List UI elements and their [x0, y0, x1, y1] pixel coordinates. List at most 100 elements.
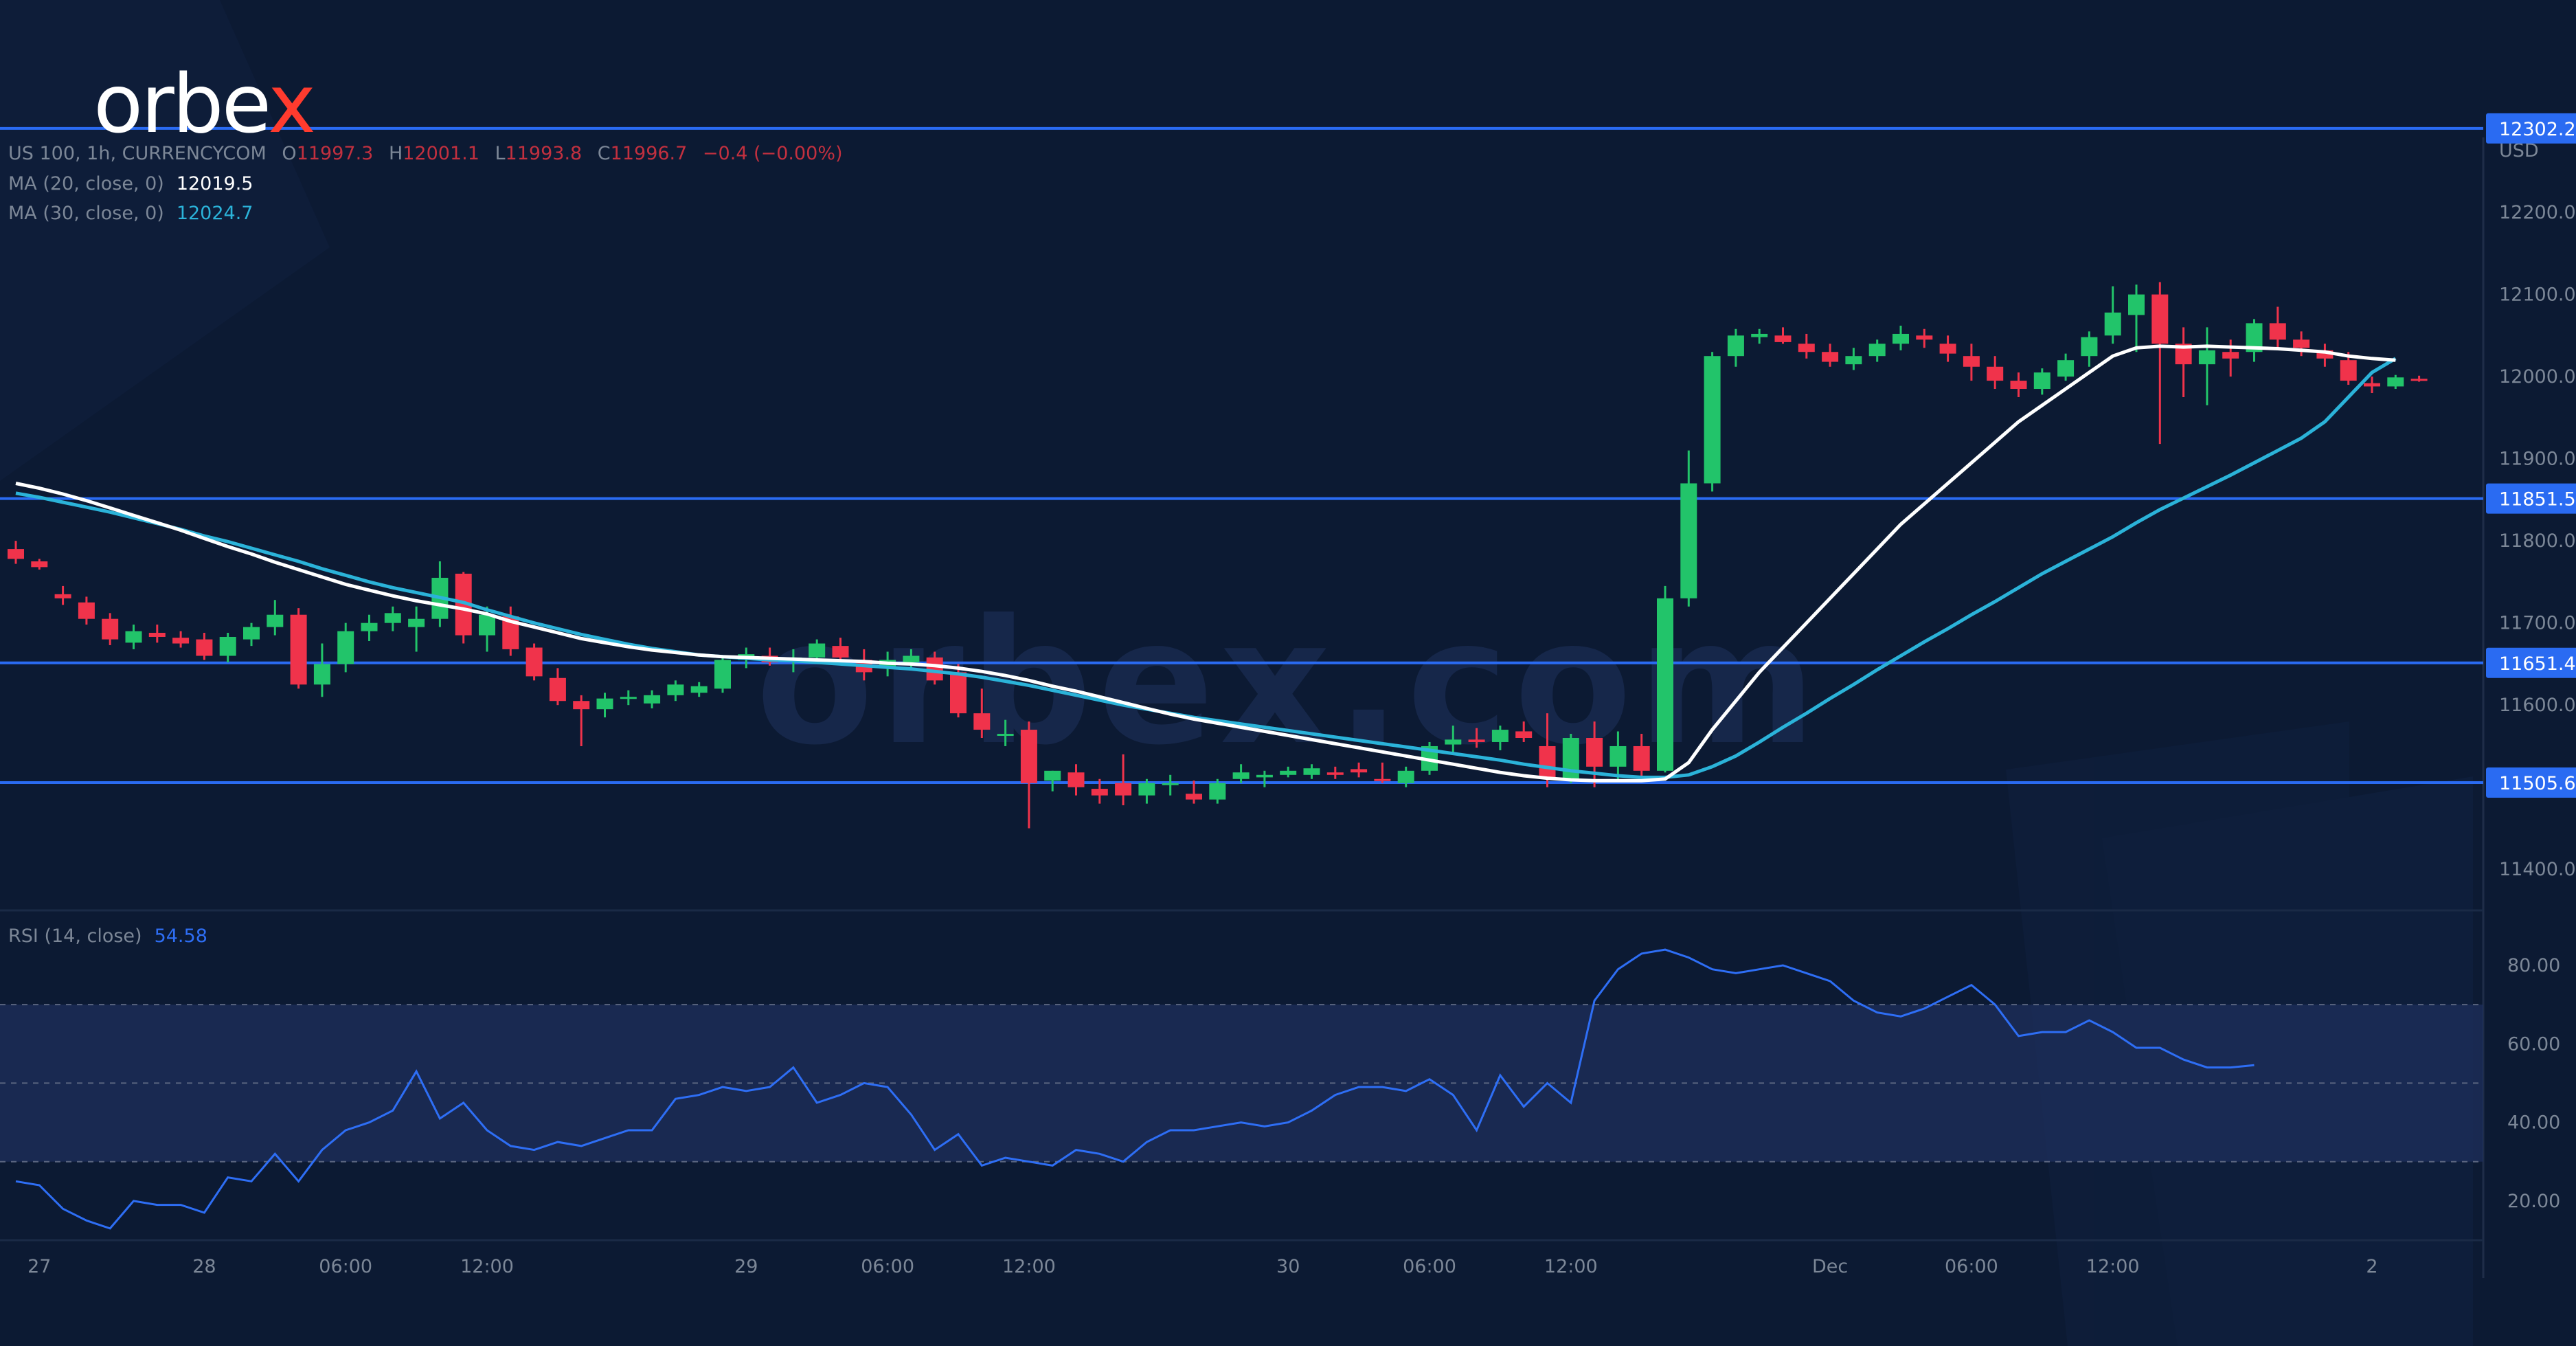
- candle-body: [361, 622, 378, 631]
- candle-body: [573, 701, 590, 710]
- candle-body: [1209, 783, 1226, 800]
- rsi-label: RSI (14, close): [8, 926, 142, 947]
- candle-body: [384, 613, 401, 623]
- candle-body: [1326, 772, 1344, 775]
- candle-body: [1256, 774, 1273, 778]
- candle-body: [1186, 794, 1202, 800]
- candle-body: [196, 639, 213, 656]
- time-tick-label: Dec: [1812, 1256, 1848, 1277]
- candle-body: [1303, 768, 1320, 775]
- level-badge: [2486, 113, 2576, 144]
- candle-body: [1162, 783, 1179, 785]
- candle-body: [290, 614, 307, 685]
- candle-body: [997, 734, 1014, 737]
- candle-body: [2293, 339, 2310, 348]
- candle-body: [479, 614, 495, 636]
- candle-body: [1633, 745, 1650, 771]
- candle-body: [2010, 381, 2027, 390]
- time-tick-label: 28: [192, 1256, 216, 1277]
- time-tick-label: 12:00: [460, 1256, 514, 1277]
- candle-body: [973, 713, 991, 730]
- price-tick-label: 11700.0: [2499, 613, 2576, 634]
- change-value: −0.4 (−0.00%): [702, 143, 843, 164]
- candle-body: [1868, 344, 1886, 357]
- candle-body: [2410, 379, 2428, 381]
- open-value: 11997.3: [296, 143, 374, 164]
- orbex-logo: orbex: [93, 63, 316, 144]
- candle-body: [1351, 769, 1368, 773]
- candle-body: [1020, 730, 1037, 783]
- candle-body: [1115, 783, 1132, 796]
- candle-body: [1397, 770, 1414, 783]
- candle-body: [1044, 770, 1061, 781]
- candlestick-series: [8, 282, 2428, 829]
- candle-body: [54, 594, 71, 598]
- time-tick-label: 12:00: [2086, 1256, 2140, 1277]
- level-label: 12302.2: [2499, 119, 2576, 140]
- candle-body: [78, 602, 95, 619]
- time-tick-label: 06:00: [319, 1256, 372, 1277]
- time-tick-label: 12:00: [1002, 1256, 1056, 1277]
- candle-body: [8, 549, 24, 559]
- candle-body: [2222, 352, 2239, 359]
- price-tick-label: 11400.0: [2499, 859, 2576, 880]
- candle-body: [148, 633, 166, 637]
- ma30-value: 12024.7: [176, 203, 253, 224]
- candle-body: [1680, 483, 1697, 598]
- level-label: 11505.6: [2499, 773, 2576, 794]
- level-badge: [2486, 647, 2576, 678]
- candle-body: [2057, 360, 2075, 377]
- candle-body: [2151, 294, 2169, 344]
- candle-body: [267, 614, 284, 627]
- rsi-tick-label: 40.00: [2507, 1112, 2560, 1134]
- candle-body: [2033, 372, 2050, 390]
- candle-body: [1822, 352, 1839, 362]
- ma30-label: MA (30, close, 0): [8, 203, 164, 224]
- time-axis: 27 28 06:00 12:00 29 06:00 12:00 30 06:00 12:00 De…: [27, 1256, 2377, 1277]
- candle-body: [219, 636, 236, 656]
- candle-body: [1845, 356, 1862, 365]
- price-tick-label: 12000.0: [2499, 366, 2576, 388]
- candle-body: [549, 677, 566, 702]
- candle-body: [2387, 377, 2404, 387]
- candle-body: [926, 657, 943, 681]
- candle-body: [2104, 312, 2121, 336]
- time-tick-label: 2: [2366, 1256, 2377, 1277]
- price-tick-label: 12100.0: [2499, 284, 2576, 306]
- candle-body: [1280, 770, 1297, 775]
- time-tick-label: 12:00: [1544, 1256, 1598, 1277]
- candle-body: [1916, 335, 1933, 340]
- candle-body: [2081, 337, 2098, 357]
- high-value: 12001.1: [403, 143, 479, 164]
- candle-body: [1091, 789, 1108, 796]
- candle-body: [1657, 598, 1673, 771]
- candle-body: [1939, 344, 1956, 354]
- low-value: 11993.8: [505, 143, 583, 164]
- rsi-value: 54.58: [154, 926, 207, 947]
- candle-body: [644, 695, 661, 704]
- candle-body: [1445, 739, 1462, 745]
- price-tick-label: 11900.0: [2499, 449, 2576, 470]
- candle-body: [809, 643, 826, 658]
- candle-body: [1751, 333, 1768, 337]
- candle-body: [526, 647, 543, 677]
- candle-body: [1539, 745, 1556, 779]
- candle-body: [1798, 344, 1815, 352]
- candle-body: [125, 631, 142, 643]
- candle-body: [1774, 335, 1792, 342]
- candle-body: [2340, 360, 2357, 381]
- candle-body: [172, 638, 190, 644]
- moving-averages: [15, 344, 2397, 783]
- candle-body: [1963, 356, 1980, 367]
- symbol-legend: US 100, 1h, CURRENCYCOM O11997.3 H12001.…: [8, 143, 843, 164]
- candle-body: [1138, 783, 1155, 796]
- candle-body: [1232, 772, 1250, 779]
- candle-body: [408, 618, 425, 627]
- candle-body: [1987, 366, 2004, 381]
- ma20-value: 12019.5: [176, 173, 253, 194]
- candle-body: [1893, 333, 1909, 344]
- candle-body: [1468, 739, 1485, 742]
- candle-body: [102, 618, 119, 640]
- rsi-line: [15, 948, 2255, 1230]
